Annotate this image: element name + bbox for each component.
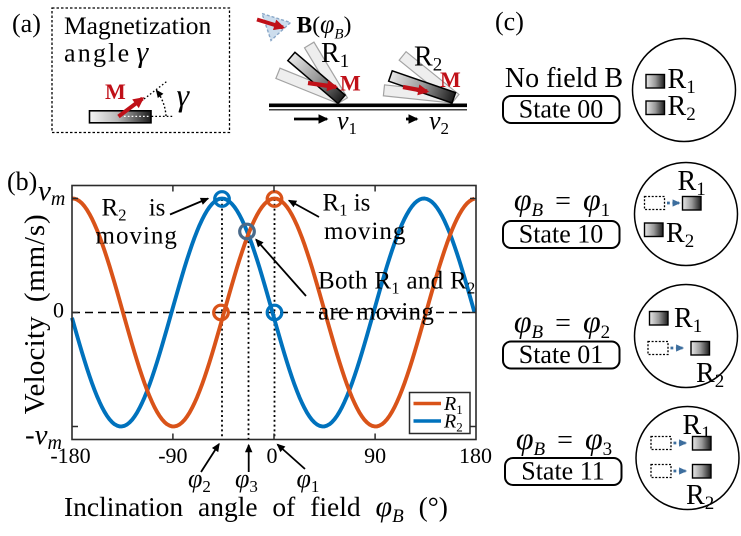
svg-text:M: M	[340, 71, 361, 96]
svg-text:R1 is: R1 is	[323, 190, 371, 220]
svg-text:M: M	[105, 79, 126, 104]
svg-text:R1: R1	[321, 38, 349, 72]
svg-text:180: 180	[459, 443, 492, 468]
svg-text:are moving: are moving	[318, 299, 434, 326]
svg-text:(b): (b)	[7, 167, 37, 196]
svg-text:State 00: State 00	[519, 95, 604, 124]
svg-text:0: 0	[267, 443, 278, 468]
svg-text:(c): (c)	[495, 7, 524, 36]
svg-text:Magnetization: Magnetization	[64, 11, 212, 40]
svg-text:φB = φ2: φB = φ2	[514, 303, 610, 343]
svg-text:moving: moving	[324, 218, 406, 245]
svg-text:Velocity(mm/s): Velocity(mm/s)	[19, 214, 51, 415]
svg-text:γ: γ	[177, 77, 191, 113]
svg-text:(a): (a)	[12, 9, 41, 38]
svg-text:-180: -180	[50, 443, 90, 468]
svg-text:-90: -90	[158, 443, 187, 468]
svg-text:R1: R1	[678, 166, 706, 200]
svg-text:State 01: State 01	[519, 340, 604, 369]
svg-text:M: M	[440, 67, 461, 92]
svg-text:φB = φ1: φB = φ1	[514, 181, 610, 221]
svg-text:State 11: State 11	[521, 457, 605, 486]
svg-text:-vm: -vm	[25, 419, 62, 454]
svg-text:No field B: No field B	[505, 63, 623, 94]
svg-text:State 10: State 10	[519, 220, 604, 249]
svg-text:moving: moving	[96, 223, 178, 250]
svg-text:90: 90	[364, 443, 386, 468]
svg-text:0: 0	[53, 298, 64, 323]
svg-text:φB = φ3: φB = φ3	[516, 420, 612, 460]
svg-text:Inclination angle of field φB: Inclination angle of field φB (°)	[64, 490, 448, 527]
